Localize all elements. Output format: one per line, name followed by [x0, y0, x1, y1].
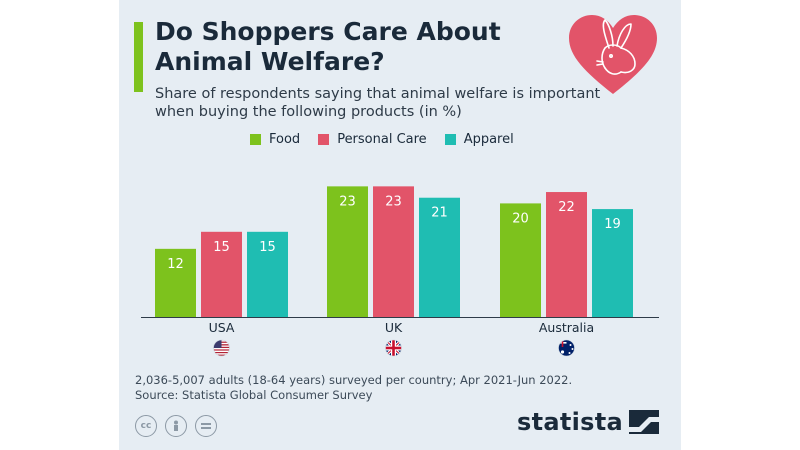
bar-australia-apparel: [592, 209, 633, 317]
legend-swatch: [318, 133, 330, 145]
bar-value-label: 12: [167, 257, 184, 272]
legend-item-personal-care: Personal Care: [318, 132, 427, 147]
chart-title: Do Shoppers Care About Animal Welfare?: [155, 17, 501, 76]
legend-swatch: [444, 133, 456, 145]
uk-flag-icon: [385, 339, 402, 357]
legend-item-apparel: Apparel: [444, 131, 514, 147]
equals-icon: [195, 415, 217, 437]
statista-logo-icon: [629, 410, 660, 434]
legend-label: Apparel: [463, 131, 514, 147]
category-label: Australia: [539, 320, 594, 335]
bar-value-label: 20: [512, 211, 529, 226]
category-label: USA: [209, 320, 235, 335]
bar-usa-food: [155, 248, 196, 317]
legend-item-food: Food: [250, 132, 300, 147]
chart-subtitle: Share of respondents saying that animal …: [155, 86, 601, 120]
heart-rabbit-icon: [569, 15, 657, 94]
footnote: 2,036-5,007 adults (18-64 years) surveye…: [135, 373, 573, 387]
legend-label: Personal Care: [337, 131, 427, 147]
bar-australia-personal-care: [546, 192, 587, 317]
infographic-card: Do Shoppers Care About Animal Welfare? S…: [119, 0, 681, 450]
bar-value-label: 23: [385, 194, 402, 209]
bar-value-label: 15: [259, 240, 276, 255]
legend: Food Personal Care Apparel: [250, 130, 532, 148]
title-accent-bar: [134, 22, 143, 92]
license-icons: cc: [135, 415, 225, 437]
bar-usa-personal-care: [201, 231, 242, 317]
bar-value-label: 19: [604, 217, 621, 232]
bar-value-label: 15: [213, 240, 230, 255]
bar-uk-personal-care: [373, 186, 414, 317]
category-label: UK: [385, 320, 403, 335]
bar-usa-apparel: [247, 231, 288, 317]
person-icon: [165, 415, 187, 437]
brand-name: statista: [517, 408, 624, 436]
bar-value-label: 21: [431, 206, 448, 221]
us-flag-icon: [213, 339, 230, 357]
bar-value-label: 23: [339, 194, 356, 209]
legend-label: Food: [269, 131, 301, 147]
bar-value-label: 22: [558, 200, 575, 215]
bar-uk-food: [327, 186, 368, 317]
bar-australia-food: [500, 203, 541, 317]
bar-uk-apparel: [419, 197, 460, 317]
australia-flag-icon: [558, 339, 575, 357]
legend-swatch: [250, 133, 261, 145]
cc-icon: cc: [135, 415, 157, 437]
bar-chart: 12 15 15 USA 23 23 21 UK 20 22 19 Australia: [141, 186, 659, 357]
statista-brand: statista: [517, 408, 660, 436]
source-note: Source: Statista Global Consumer Survey: [135, 388, 373, 402]
